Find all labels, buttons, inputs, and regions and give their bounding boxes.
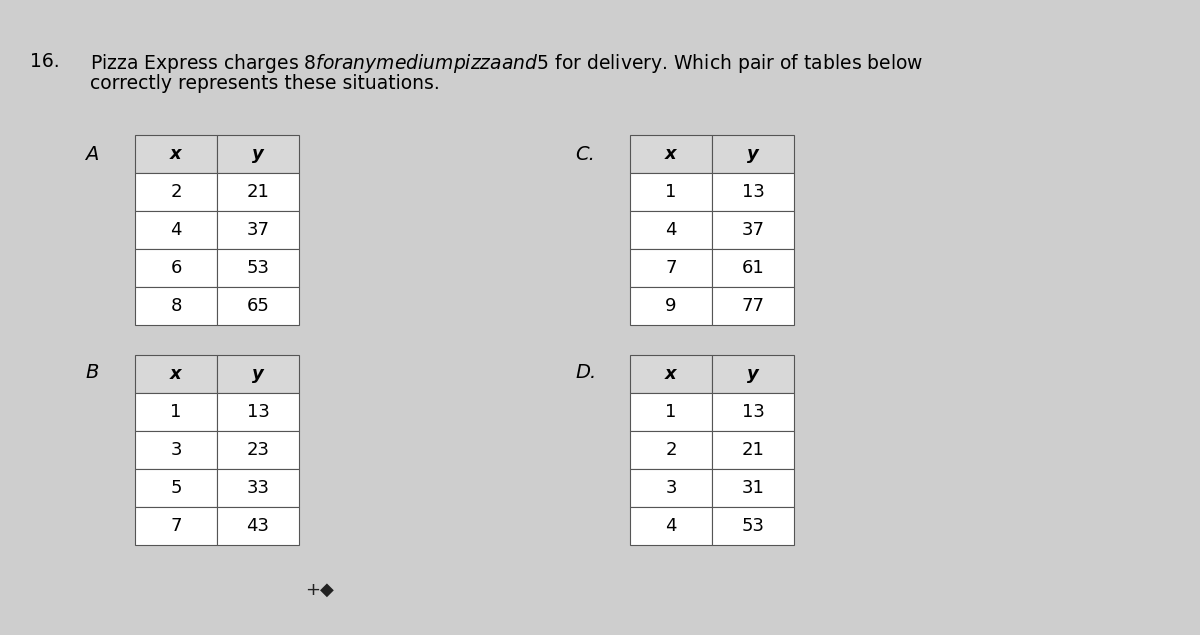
Text: 5: 5 — [170, 479, 181, 497]
Bar — [134, 249, 217, 287]
Text: 4: 4 — [665, 517, 677, 535]
Text: 65: 65 — [246, 297, 270, 315]
Text: Pizza Express charges $8 for any medium pizza and $5 for delivery. Which pair of: Pizza Express charges $8 for any medium … — [90, 52, 924, 75]
Text: 23: 23 — [246, 441, 270, 459]
Text: 31: 31 — [742, 479, 764, 497]
Text: 37: 37 — [742, 221, 764, 239]
Text: 43: 43 — [246, 517, 270, 535]
Text: 1: 1 — [665, 183, 677, 201]
Text: 1: 1 — [665, 403, 677, 421]
Bar — [217, 211, 299, 249]
Text: 9: 9 — [665, 297, 677, 315]
Bar — [712, 431, 794, 469]
Bar — [712, 135, 794, 173]
Bar — [217, 249, 299, 287]
Bar — [217, 287, 299, 325]
Bar — [712, 211, 794, 249]
Bar — [630, 355, 712, 393]
Text: 6: 6 — [170, 259, 181, 277]
Bar — [217, 507, 299, 545]
Bar — [134, 135, 217, 173]
Text: 4: 4 — [665, 221, 677, 239]
Text: 3: 3 — [170, 441, 181, 459]
Text: D.: D. — [575, 363, 596, 382]
Text: 13: 13 — [742, 403, 764, 421]
Bar — [712, 173, 794, 211]
Bar — [630, 393, 712, 431]
Bar — [630, 287, 712, 325]
Text: 53: 53 — [742, 517, 764, 535]
Text: 4: 4 — [170, 221, 181, 239]
Bar — [712, 469, 794, 507]
Bar — [630, 211, 712, 249]
Text: +◆: +◆ — [306, 581, 335, 599]
Text: 1: 1 — [170, 403, 181, 421]
Text: x: x — [665, 145, 677, 163]
Text: 8: 8 — [170, 297, 181, 315]
Text: B: B — [85, 363, 98, 382]
Text: 21: 21 — [742, 441, 764, 459]
Text: x: x — [170, 365, 182, 383]
Text: y: y — [252, 145, 264, 163]
Bar — [217, 393, 299, 431]
Text: y: y — [748, 365, 758, 383]
Bar — [134, 287, 217, 325]
Text: 33: 33 — [246, 479, 270, 497]
Bar — [217, 469, 299, 507]
Text: y: y — [748, 145, 758, 163]
Bar — [630, 173, 712, 211]
Text: 53: 53 — [246, 259, 270, 277]
Text: 37: 37 — [246, 221, 270, 239]
Text: x: x — [665, 365, 677, 383]
Bar — [712, 355, 794, 393]
Bar — [217, 135, 299, 173]
Text: 13: 13 — [246, 403, 270, 421]
Bar — [134, 173, 217, 211]
Bar — [630, 469, 712, 507]
Bar — [217, 355, 299, 393]
Bar — [712, 393, 794, 431]
Bar — [134, 355, 217, 393]
Bar — [134, 211, 217, 249]
Text: 16.: 16. — [30, 52, 60, 71]
Bar — [134, 393, 217, 431]
Bar — [630, 431, 712, 469]
Text: 77: 77 — [742, 297, 764, 315]
Text: correctly represents these situations.: correctly represents these situations. — [90, 74, 439, 93]
Bar — [134, 431, 217, 469]
Bar — [217, 431, 299, 469]
Text: y: y — [252, 365, 264, 383]
Text: 21: 21 — [246, 183, 270, 201]
Text: 2: 2 — [170, 183, 181, 201]
Bar — [630, 135, 712, 173]
Text: A: A — [85, 145, 98, 164]
Text: 7: 7 — [170, 517, 181, 535]
Bar — [712, 287, 794, 325]
Text: 3: 3 — [665, 479, 677, 497]
Bar — [712, 249, 794, 287]
Text: C.: C. — [575, 145, 595, 164]
Bar — [217, 173, 299, 211]
Bar — [630, 249, 712, 287]
Text: 2: 2 — [665, 441, 677, 459]
Bar — [712, 507, 794, 545]
Text: 7: 7 — [665, 259, 677, 277]
Bar — [134, 507, 217, 545]
Bar — [134, 469, 217, 507]
Text: x: x — [170, 145, 182, 163]
Bar — [630, 507, 712, 545]
Text: 13: 13 — [742, 183, 764, 201]
Text: 61: 61 — [742, 259, 764, 277]
